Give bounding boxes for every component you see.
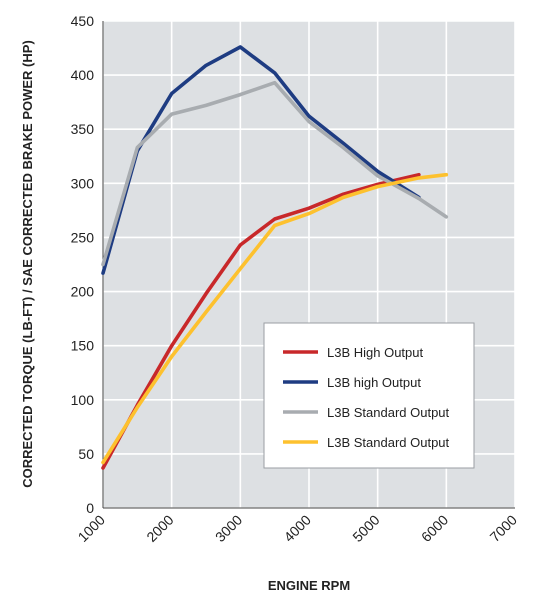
x-tick-label: 2000 (143, 511, 176, 544)
y-tick-label: 350 (71, 121, 95, 137)
legend-label: L3B Standard Output (327, 435, 450, 450)
series-line (101, 45, 421, 275)
series-lines (101, 45, 449, 470)
legend-label: L3B High Output (327, 345, 424, 360)
x-tick-label: 7000 (487, 511, 520, 544)
x-tick-label: 4000 (281, 511, 314, 544)
x-axis-title: ENGINE RPM (268, 578, 350, 593)
legend-label: L3B high Output (327, 375, 421, 390)
y-tick-label: 250 (71, 229, 95, 245)
x-tick-label: 3000 (212, 511, 245, 544)
x-tick-labels: 1000 2000 3000 4000 5000 6000 7000 (75, 511, 520, 544)
y-tick-label: 450 (71, 13, 95, 29)
series-line (101, 172, 449, 465)
y-tick-label: 50 (78, 446, 94, 462)
legend-box (263, 322, 475, 469)
y-tick-labels: 0 50 100 150 200 250 300 350 400 450 (71, 13, 95, 516)
x-tick-label: 6000 (418, 511, 451, 544)
y-tick-label: 150 (71, 338, 95, 354)
y-tick-label: 400 (71, 67, 95, 83)
y-tick-label: 200 (71, 284, 95, 300)
y-tick-label: 100 (71, 392, 95, 408)
legend: L3B High Output L3B high Output L3B Standa… (263, 322, 475, 469)
x-tick-label: 1000 (75, 511, 108, 544)
y-tick-label: 300 (71, 175, 95, 191)
legend-label: L3B Standard Output (327, 405, 450, 420)
series-line (101, 172, 421, 470)
y-axis-title: CORRECTED TORQUE (LB-FT) / SAE CORRECTED… (20, 40, 35, 488)
y-tick-label: 0 (86, 500, 94, 516)
x-tick-label: 5000 (349, 511, 382, 544)
